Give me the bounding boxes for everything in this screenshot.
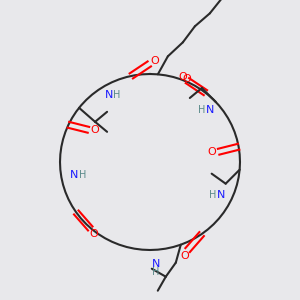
Text: N: N	[216, 190, 225, 200]
Text: H: H	[198, 104, 206, 115]
Text: N: N	[104, 90, 113, 100]
Text: H: H	[209, 190, 216, 200]
Text: O: O	[178, 72, 187, 82]
Text: N: N	[70, 170, 79, 180]
Text: N: N	[152, 259, 160, 269]
Text: H: H	[152, 267, 160, 277]
Text: H: H	[113, 90, 120, 100]
Text: O: O	[90, 125, 99, 135]
Text: O: O	[89, 230, 98, 239]
Text: N: N	[206, 104, 214, 115]
Text: O: O	[207, 147, 216, 157]
Text: H: H	[79, 170, 86, 180]
Text: O: O	[180, 251, 189, 261]
Text: O: O	[150, 56, 159, 66]
Text: O: O	[182, 74, 191, 84]
